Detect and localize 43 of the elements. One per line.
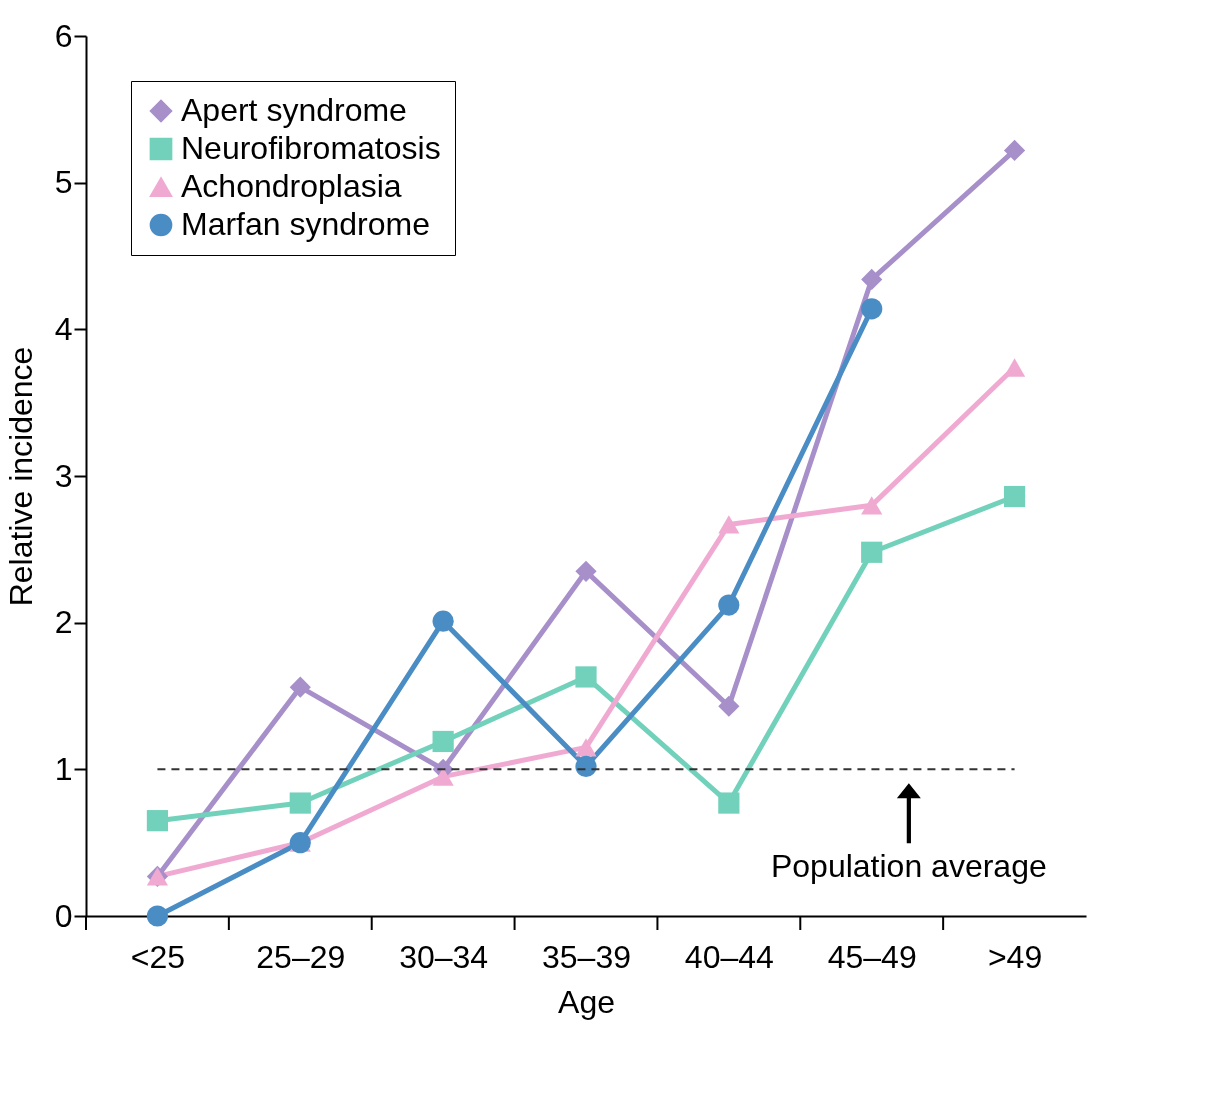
point — [861, 541, 883, 563]
x-tick-label: 30–34 — [399, 938, 489, 975]
point — [718, 695, 740, 717]
y-tick-label: 3 — [54, 457, 73, 494]
legend-label: Apert syndrome — [181, 92, 407, 128]
x-tick-label: >49 — [987, 938, 1043, 975]
y-tick-label: 1 — [54, 750, 73, 787]
point — [861, 268, 883, 291]
y-tick-label: 6 — [54, 17, 73, 54]
y-tick-label: 5 — [54, 164, 73, 201]
point — [718, 515, 740, 534]
point — [1003, 485, 1026, 508]
point — [718, 594, 740, 616]
legend-label: Achondroplasia — [181, 168, 402, 204]
x-tick-label: 25–29 — [256, 938, 346, 975]
x-tick-label: 35–39 — [542, 938, 631, 975]
y-axis-title: Relative incidence — [2, 346, 39, 607]
point — [575, 666, 597, 688]
point — [1003, 358, 1026, 377]
point — [575, 738, 597, 757]
point — [146, 810, 169, 832]
legend-label: Marfan syndrome — [181, 206, 430, 242]
point — [289, 792, 311, 814]
point — [432, 730, 454, 753]
point — [575, 755, 597, 777]
y-tick-label: 4 — [54, 310, 73, 347]
point — [861, 298, 883, 320]
y-tick-label: 2 — [54, 604, 73, 641]
x-axis-title: Age — [558, 983, 615, 1020]
point — [432, 610, 454, 632]
point — [718, 792, 740, 814]
point — [575, 560, 597, 582]
point — [861, 496, 883, 515]
x-tick-label: 40–44 — [684, 938, 774, 975]
x-tick-label: 45–49 — [827, 938, 917, 975]
point — [289, 676, 311, 698]
y-tick-label: 0 — [54, 897, 73, 934]
ref-line-label: Population average — [770, 848, 1047, 885]
legend-label: Neurofibromatosis — [181, 130, 441, 166]
point — [1003, 139, 1026, 162]
x-tick-label: <25 — [130, 938, 186, 975]
point — [146, 905, 169, 927]
point — [432, 767, 454, 786]
